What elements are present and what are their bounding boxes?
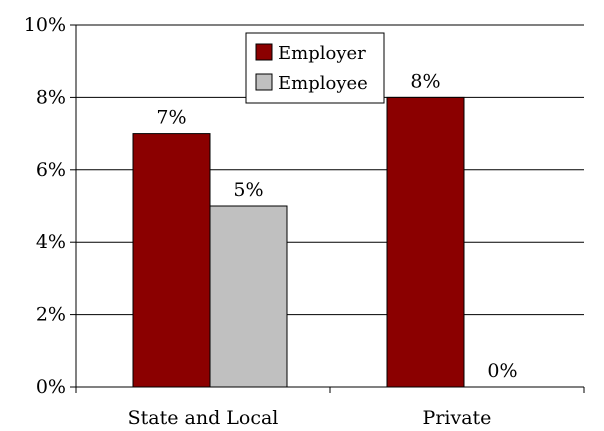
legend-swatch-employer [255, 43, 273, 61]
legend: Employer Employee [245, 32, 385, 104]
y-tick-label: 4% [36, 231, 66, 253]
data-label: 7% [156, 107, 186, 129]
y-tick-label: 2% [36, 304, 66, 326]
data-labels: 7% 5% 8% 0% [156, 70, 517, 382]
legend-label-employer: Employer [278, 43, 366, 64]
y-tick-label: 6% [36, 159, 66, 181]
data-label: 5% [233, 179, 263, 201]
data-label: 8% [410, 70, 440, 92]
bars [132, 96, 465, 388]
y-tick-label: 10% [24, 14, 66, 36]
y-tick-label: 0% [36, 376, 66, 398]
y-tick-labels: 0% 2% 4% 6% 8% 10% [24, 14, 66, 398]
x-category-label: State and Local [128, 407, 279, 429]
bar-employer-1 [386, 96, 465, 388]
legend-swatch-employee [255, 73, 273, 91]
y-tick-label: 8% [36, 86, 66, 108]
legend-label-employee: Employee [278, 73, 368, 94]
x-category-label: Private [423, 407, 492, 429]
bar-employee-0 [209, 205, 288, 388]
bar-employer-0 [132, 133, 211, 388]
data-label: 0% [487, 360, 517, 382]
x-category-labels: State and Local Private [128, 407, 492, 429]
legend-box [245, 32, 385, 104]
